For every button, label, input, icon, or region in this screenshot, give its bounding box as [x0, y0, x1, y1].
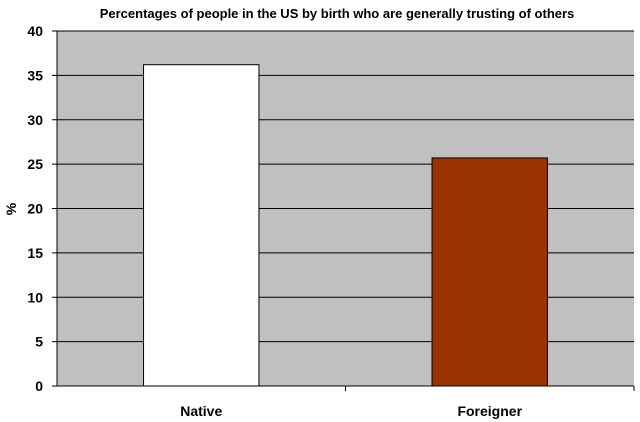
- bar-foreigner: [431, 157, 548, 387]
- y-tick-label: 25: [27, 156, 43, 172]
- bars: [143, 64, 548, 387]
- category-label: Native: [180, 403, 222, 419]
- y-tick-label: 0: [35, 378, 43, 394]
- y-tick-label: 15: [27, 245, 43, 261]
- y-tick-label: 30: [27, 112, 43, 128]
- bar-native: [143, 64, 260, 387]
- category-labels: Native Foreigner: [180, 403, 522, 419]
- axes: [52, 30, 635, 391]
- y-tick-label: 35: [27, 67, 43, 83]
- y-tick-label: 5: [35, 334, 43, 350]
- y-tick-label: 40: [27, 23, 43, 39]
- y-axis-label: %: [3, 202, 19, 215]
- y-tick-label: 20: [27, 201, 43, 217]
- category-label: Foreigner: [457, 403, 522, 419]
- y-tick-label: 10: [27, 289, 43, 305]
- chart-title: Percentages of people in the US by birth…: [100, 6, 575, 21]
- y-tick-labels: 0 5 10 15 20 25 30 35 40: [27, 23, 43, 394]
